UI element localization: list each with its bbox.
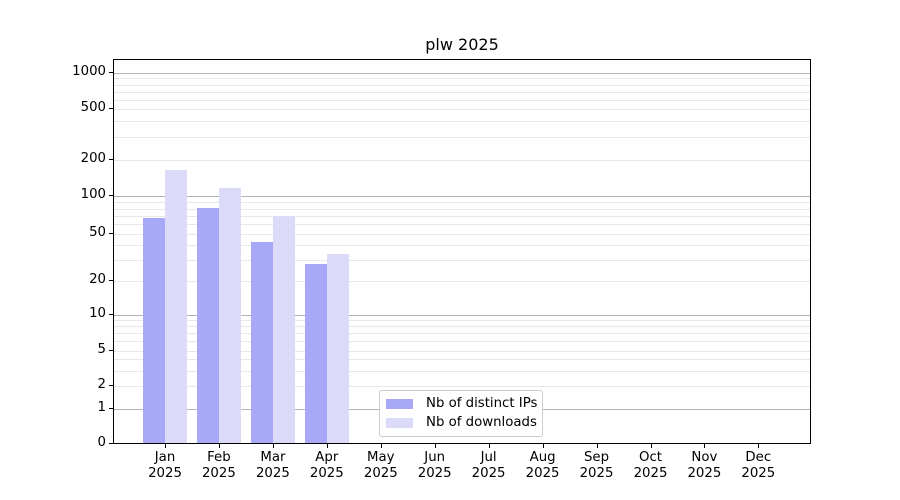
legend-item: Nb of downloads	[380, 415, 542, 431]
x-tick-label-may: May 2025	[363, 450, 398, 481]
bar-jan-distinct-ips	[143, 217, 165, 443]
x-tick-mark	[704, 444, 706, 448]
x-tick-mark	[758, 444, 760, 448]
gridline-minor	[114, 137, 810, 138]
gridline-minor	[114, 160, 810, 161]
x-tick-mark	[326, 444, 328, 448]
gridline-minor	[114, 386, 810, 387]
bar-feb-distinct-ips	[196, 208, 219, 443]
gridline-major	[114, 196, 810, 197]
gridline-minor	[114, 85, 810, 86]
x-tick-label-apr: Apr 2025	[309, 450, 344, 481]
gridline-minor	[114, 109, 810, 110]
bar-feb-downloads	[218, 188, 241, 443]
gridline-minor	[114, 320, 810, 321]
x-tick-mark	[596, 444, 598, 448]
y-tick-label-1: 1	[97, 400, 106, 415]
x-tick-label-jan: Jan 2025	[148, 450, 182, 481]
legend-swatch	[386, 418, 413, 428]
gridline-minor	[114, 121, 810, 122]
gridline-minor	[114, 100, 810, 101]
bar-mar-downloads	[272, 215, 295, 443]
legend-swatch	[386, 399, 413, 409]
chart-title: plw 2025	[425, 35, 499, 54]
gridline-minor	[114, 371, 810, 372]
x-tick-label-nov: Nov 2025	[687, 450, 722, 481]
x-tick-mark	[165, 444, 166, 448]
bar-mar-distinct-ips	[250, 241, 273, 443]
gridline-minor	[114, 92, 810, 93]
bar-apr-distinct-ips	[304, 264, 327, 443]
gridline-minor	[114, 333, 810, 334]
y-tick-label-1000: 1000	[72, 64, 106, 79]
gridline-minor	[114, 224, 810, 225]
legend-label: Nb of downloads	[426, 415, 537, 430]
legend: Nb of distinct IPs Nb of downloads	[379, 390, 543, 437]
gridline-minor	[114, 260, 810, 261]
gridline-minor	[114, 326, 810, 327]
x-tick-label-aug: Aug 2025	[525, 450, 560, 481]
x-tick-label-dec: Dec 2025	[741, 450, 776, 481]
legend-label: Nb of distinct IPs	[426, 396, 538, 411]
x-tick-mark	[218, 444, 220, 448]
y-tick-label-200: 200	[80, 151, 106, 166]
gridline-minor	[114, 202, 810, 203]
x-tick-mark	[650, 444, 652, 448]
gridline-minor	[114, 245, 810, 246]
gridline-minor	[114, 78, 810, 79]
bar-jan-downloads	[165, 169, 187, 443]
y-tick-label-5: 5	[97, 342, 106, 357]
x-tick-label-mar: Mar 2025	[255, 450, 290, 481]
y-tick-label-20: 20	[89, 272, 106, 287]
y-tick-label-10: 10	[89, 306, 106, 321]
gridline-major	[114, 315, 810, 316]
plot-area: Nb of distinct IPs Nb of downloads	[113, 59, 811, 444]
x-tick-label-jul: Jul 2025	[471, 450, 506, 481]
y-tick-label-2: 2	[97, 377, 106, 392]
x-tick-label-oct: Oct 2025	[633, 450, 668, 481]
x-tick-mark	[380, 444, 382, 448]
gridline-major	[114, 73, 810, 74]
legend-item: Nb of distinct IPs	[380, 396, 542, 412]
gridline-minor	[114, 351, 810, 352]
bar-apr-downloads	[326, 254, 349, 443]
gridline-minor	[114, 341, 810, 342]
x-tick-label-feb: Feb 2025	[201, 450, 236, 481]
x-tick-mark	[272, 444, 274, 448]
x-tick-mark	[434, 444, 436, 448]
y-tick-label-0: 0	[97, 435, 106, 450]
gridline-minor	[114, 234, 810, 235]
gridline-minor	[114, 209, 810, 210]
x-tick-mark	[542, 444, 544, 448]
gridline-minor	[114, 216, 810, 217]
x-tick-mark	[488, 444, 490, 448]
gridline-minor	[114, 359, 810, 360]
x-tick-label-jun: Jun 2025	[417, 450, 452, 481]
y-tick-label-100: 100	[80, 187, 106, 202]
x-tick-label-sep: Sep 2025	[579, 450, 614, 481]
y-tick-label-500: 500	[80, 100, 106, 115]
y-tick-label-50: 50	[89, 225, 106, 240]
gridline-minor	[114, 281, 810, 282]
